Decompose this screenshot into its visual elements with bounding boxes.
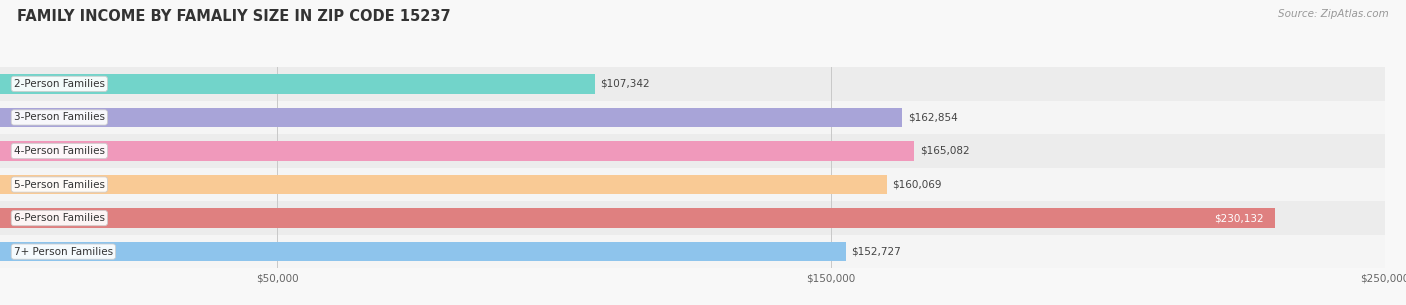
Text: 5-Person Families: 5-Person Families	[14, 180, 105, 189]
Text: 4-Person Families: 4-Person Families	[14, 146, 105, 156]
Text: $162,854: $162,854	[908, 113, 957, 122]
Text: FAMILY INCOME BY FAMALIY SIZE IN ZIP CODE 15237: FAMILY INCOME BY FAMALIY SIZE IN ZIP COD…	[17, 9, 450, 24]
Text: $152,727: $152,727	[852, 247, 901, 257]
Text: Source: ZipAtlas.com: Source: ZipAtlas.com	[1278, 9, 1389, 19]
Bar	[0, 141, 914, 161]
Text: 3-Person Families: 3-Person Families	[14, 113, 105, 122]
Text: 2-Person Families: 2-Person Families	[14, 79, 105, 89]
Bar	[0, 74, 595, 94]
Bar	[0, 101, 1385, 134]
Bar	[0, 201, 1385, 235]
Bar	[0, 134, 1385, 168]
Text: $165,082: $165,082	[920, 146, 970, 156]
Bar	[0, 67, 1385, 101]
Bar	[0, 108, 903, 127]
Text: $230,132: $230,132	[1215, 213, 1264, 223]
Bar	[0, 175, 887, 194]
Text: $160,069: $160,069	[893, 180, 942, 189]
Bar	[0, 208, 1275, 228]
Bar	[0, 242, 846, 261]
Text: 7+ Person Families: 7+ Person Families	[14, 247, 112, 257]
Bar	[0, 168, 1385, 201]
Text: 6-Person Families: 6-Person Families	[14, 213, 105, 223]
Text: $107,342: $107,342	[600, 79, 650, 89]
Bar	[0, 235, 1385, 268]
